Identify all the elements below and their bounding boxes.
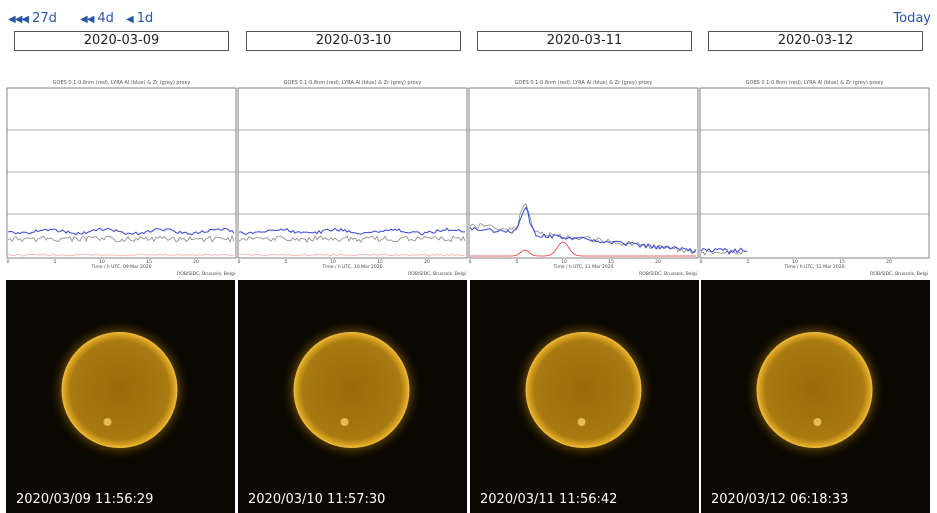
- plot-xtick: 5: [516, 259, 519, 265]
- plot-xtick: 15: [839, 259, 845, 265]
- plot-xtick: 0: [238, 259, 241, 265]
- image-timestamp: 2020/03/09 11:56:29: [16, 492, 153, 507]
- plot-xtick: 20: [424, 259, 430, 265]
- sun-disk: [61, 332, 178, 448]
- sun-disk: [525, 332, 642, 448]
- nav-label: 4d: [97, 11, 114, 26]
- plot-credit: ROB/SIDC, Brussels, Belgi: [177, 271, 235, 277]
- plot-xtick: 5: [747, 259, 750, 265]
- nav-arrows: ◀◀◀: [8, 14, 29, 25]
- plot-xtick: 20: [655, 259, 661, 265]
- plot-xtick: 10: [99, 259, 105, 265]
- blue-curve: [700, 247, 748, 255]
- plot-frame: [468, 87, 699, 259]
- grey-curve: [7, 234, 235, 243]
- blue-curve: [469, 206, 697, 254]
- grey-curve: [700, 249, 748, 256]
- plot-xtick: 5: [285, 259, 288, 265]
- date-box[interactable]: 2020-03-12: [708, 31, 923, 51]
- red-curve: [470, 241, 696, 257]
- nav-arrows: ◀◀: [80, 14, 94, 25]
- today-link[interactable]: Today: [893, 11, 931, 26]
- plot-xtick: 20: [193, 259, 199, 265]
- plot-title: GOES 0.1-0.8nm (red), LYRA Al (blue) & Z…: [53, 80, 191, 86]
- plot-title: GOES 0.1-0.8nm (red), LYRA Al (blue) & Z…: [515, 80, 653, 86]
- plot-xtick: 10: [330, 259, 336, 265]
- plot-xlabel: Time / h UTC, 11 Mar 2020: [553, 264, 614, 270]
- nav-link[interactable]: ◀ 1d: [126, 11, 153, 26]
- plot-xtick: 15: [608, 259, 614, 265]
- nav-link[interactable]: ◀◀ 4d: [80, 11, 114, 26]
- plot-xtick: 20: [886, 259, 892, 265]
- plot-xtick: 10: [561, 259, 567, 265]
- plot-xtick: 5: [54, 259, 57, 265]
- active-region: [577, 418, 586, 426]
- image-timestamp: 2020/03/11 11:56:42: [480, 492, 617, 507]
- nav-arrows: ◀: [126, 14, 134, 25]
- plot-credit: ROB/SIDC, Brussels, Belgi: [639, 271, 697, 277]
- sun-disk: [756, 332, 873, 448]
- date-box[interactable]: 2020-03-11: [477, 31, 692, 51]
- blue-curve: [7, 227, 235, 236]
- plot-xtick: 0: [700, 259, 703, 265]
- active-region: [103, 418, 112, 426]
- image-timestamp: 2020/03/12 06:18:33: [711, 492, 848, 507]
- plot-title: GOES 0.1-0.8nm (red), LYRA Al (blue) & Z…: [746, 80, 884, 86]
- plot-frame: [699, 87, 930, 259]
- nav-label: 1d: [136, 11, 154, 26]
- plot-xtick: 10: [792, 259, 798, 265]
- plot-xtick: 15: [146, 259, 152, 265]
- nav-link[interactable]: ◀◀◀ 27d: [8, 11, 57, 26]
- plot-credit: ROB/SIDC, Brussels, Belgi: [408, 271, 466, 277]
- red-curve: [238, 253, 466, 257]
- plot-frame: [6, 87, 237, 259]
- plot-xlabel: Time / h UTC, 12 Mar 2020: [784, 264, 845, 270]
- plot-credit: ROB/SIDC, Brussels, Belgi: [870, 271, 928, 277]
- date-box[interactable]: 2020-03-09: [14, 31, 229, 51]
- plot-xtick: 0: [469, 259, 472, 265]
- plot-xtick: 15: [377, 259, 383, 265]
- active-region: [813, 418, 822, 426]
- plot-xlabel: Time / h UTC, 09 Mar 2020: [91, 264, 152, 270]
- plot-xtick: 0: [7, 259, 10, 265]
- sun-disk: [293, 332, 410, 448]
- plot-title: GOES 0.1-0.8nm (red), LYRA Al (blue) & Z…: [284, 80, 422, 86]
- nav-label: 27d: [32, 11, 57, 26]
- red-curve: [7, 253, 235, 257]
- blue-curve: [238, 227, 466, 236]
- date-box[interactable]: 2020-03-10: [246, 31, 461, 51]
- image-timestamp: 2020/03/10 11:57:30: [248, 492, 385, 507]
- plot-frame: [237, 87, 468, 259]
- grey-curve: [238, 235, 466, 243]
- active-region: [340, 418, 349, 426]
- plot-xlabel: Time / h UTC, 10 Mar 2020: [322, 264, 383, 270]
